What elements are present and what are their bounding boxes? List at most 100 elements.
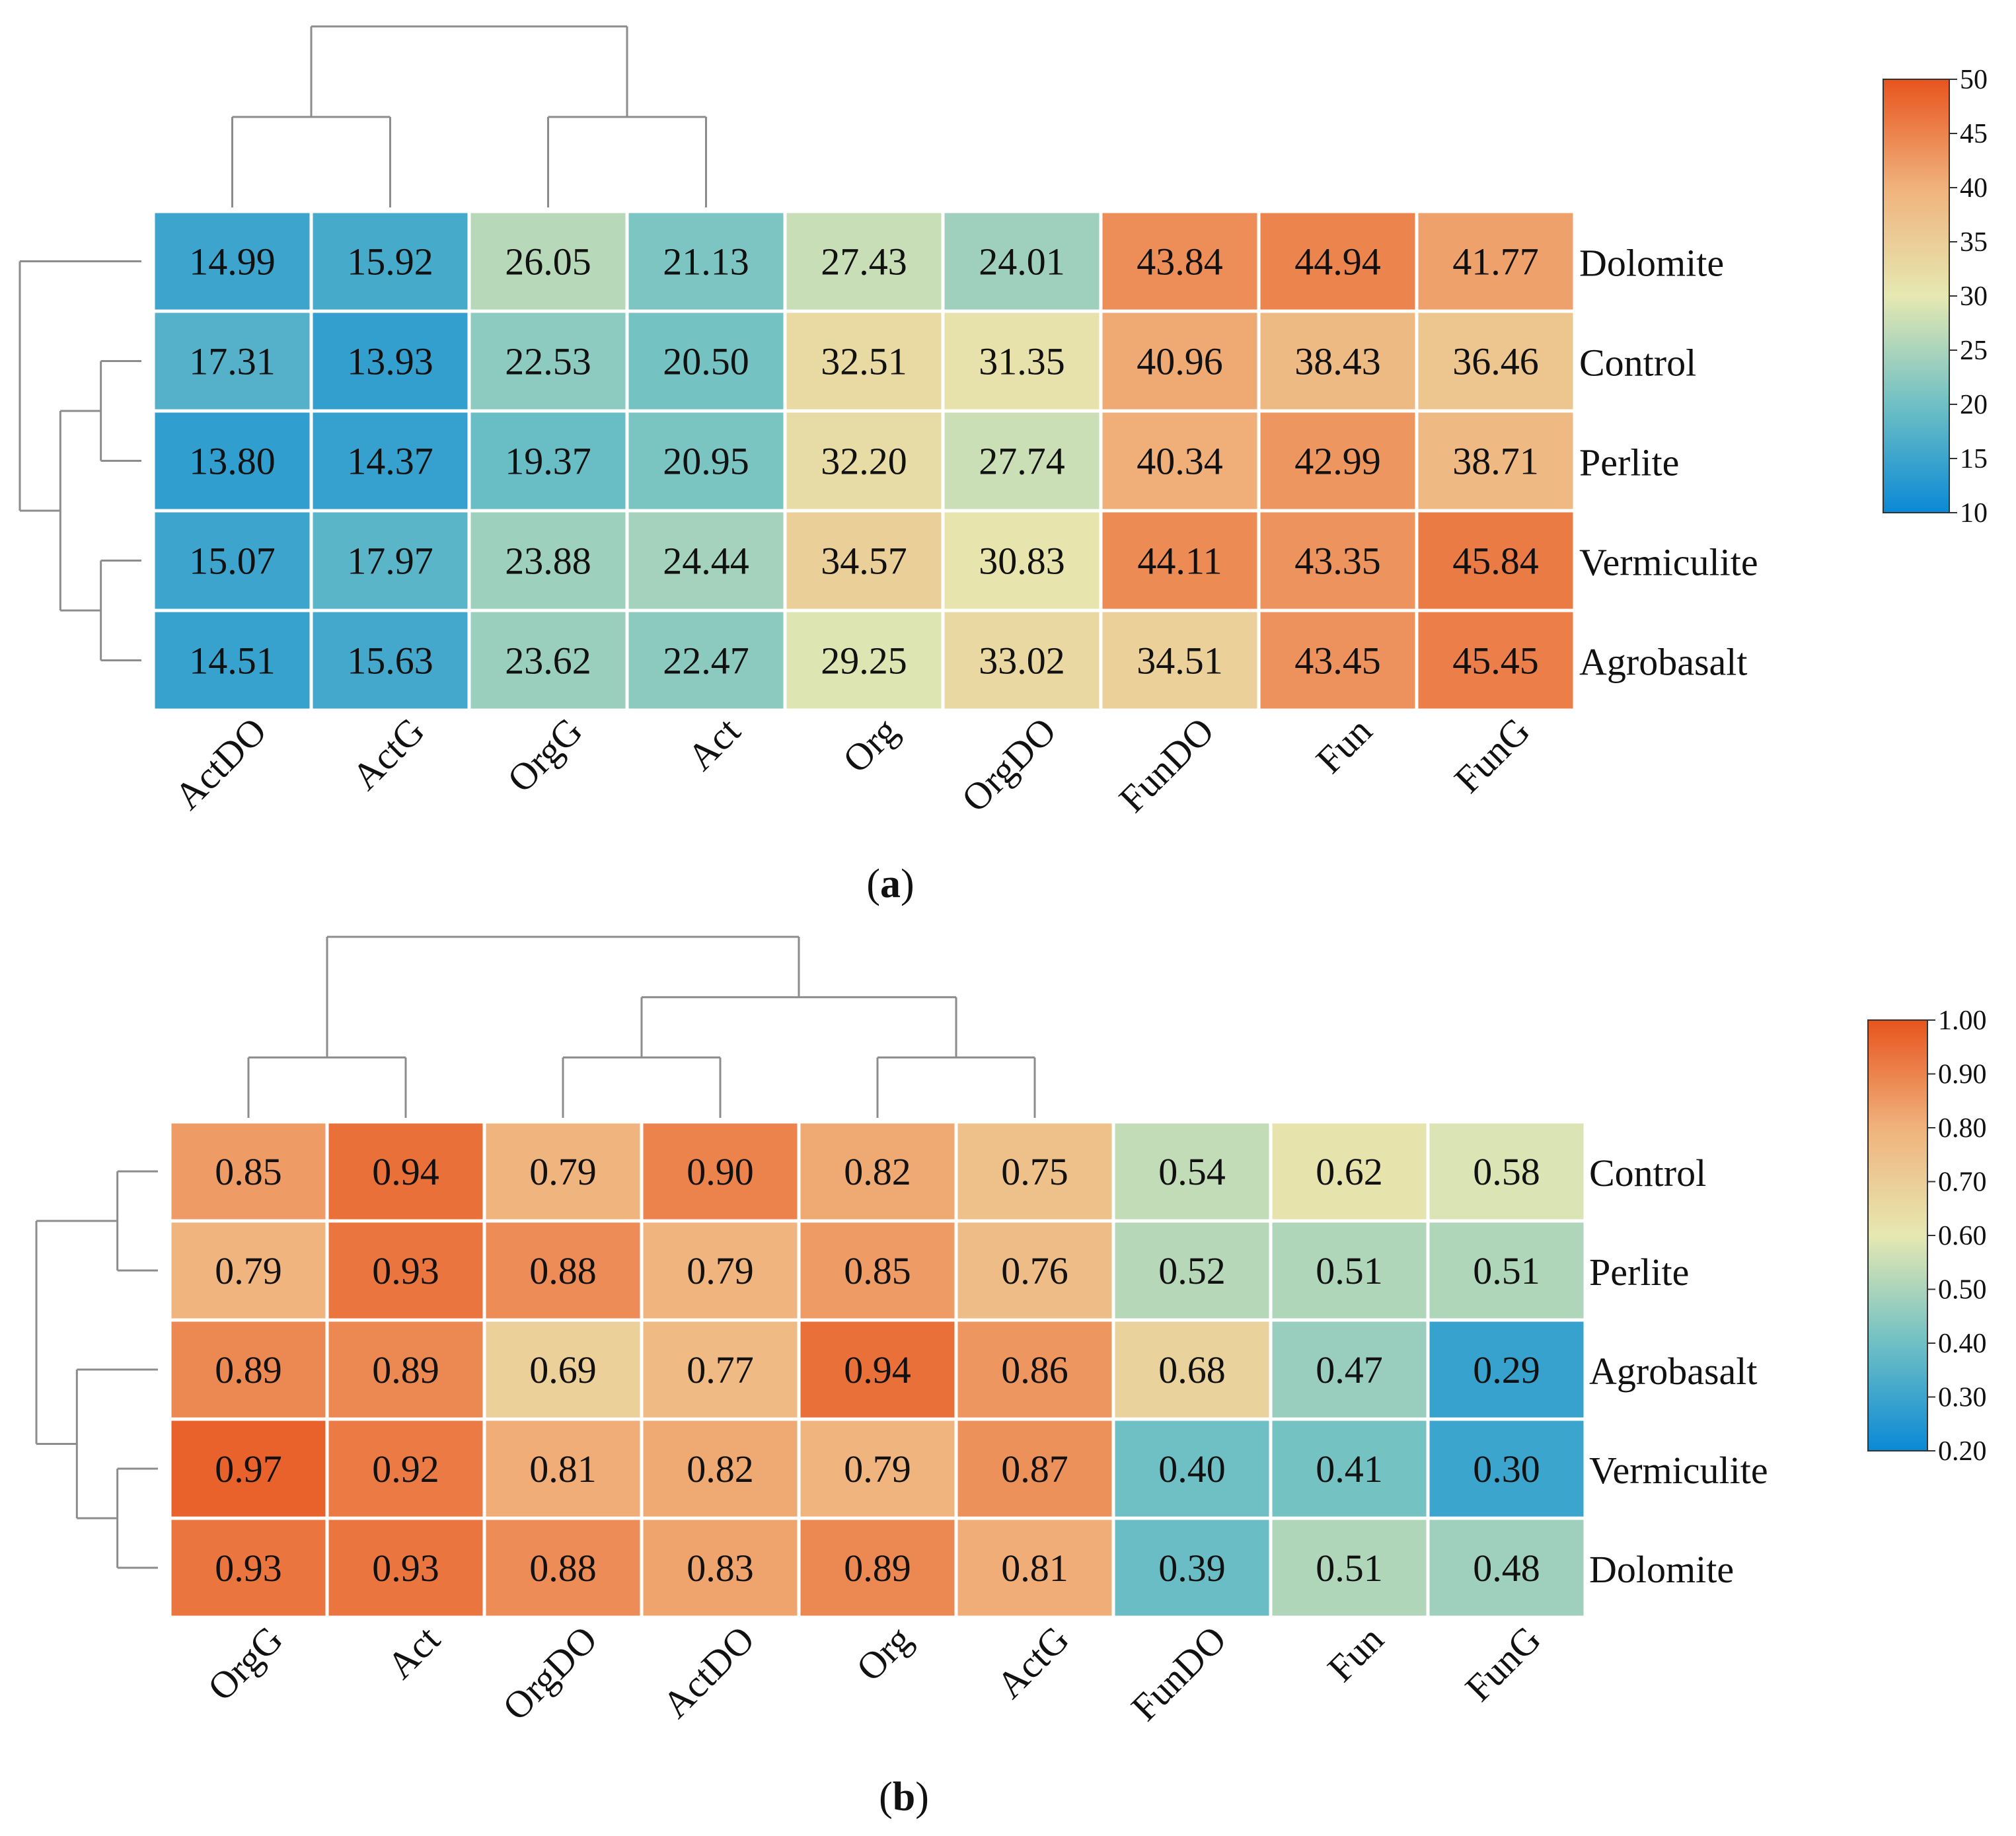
panel-b-colorbar (1867, 1019, 1928, 1451)
panel-b-cell-perlite-actdo (640, 1219, 801, 1322)
panel-a-value-label: 33.02 (979, 640, 1065, 682)
panel-a-value-label: 15.92 (347, 240, 433, 283)
panel-a-value-label: 15.07 (189, 540, 276, 583)
panel-a-col-dendrogram-branch (547, 116, 707, 207)
panel-b-value-label: 0.89 (844, 1547, 911, 1590)
panel-b-value-label: 0.79 (215, 1249, 282, 1292)
panel-a-cell-perlite-act (625, 409, 787, 513)
panel-b-value-label: 0.94 (372, 1150, 439, 1193)
panel-b-cell-control-act (325, 1120, 486, 1223)
panel-b-value-label: 0.85 (844, 1249, 911, 1292)
panel-a-cell-control-fung (1415, 309, 1577, 413)
panel-a-value-label: 44.94 (1294, 240, 1381, 283)
panel-b-col-label-orgdo: OrgDO (494, 1617, 605, 1728)
panel-a-value-label: 45.45 (1452, 640, 1539, 682)
panel-a-colorbar-tick-label: 15 (1960, 444, 1988, 474)
panel-b-value-label: 0.58 (1473, 1150, 1540, 1193)
panel-b-value-label: 0.83 (687, 1547, 754, 1590)
panel-a-cell-control-orgg (467, 309, 629, 413)
panel-a-cell-perlite-org (783, 409, 945, 513)
panel-b-cell-control-org (797, 1120, 958, 1223)
panel-a-col-dendrogram-branch (310, 25, 628, 117)
panel-a-row-label-dolomite: Dolomite (1579, 242, 1724, 285)
panel-b-cell-dolomite-act (325, 1516, 486, 1619)
panel-a-value-label: 40.96 (1137, 340, 1223, 383)
panel-b-cell-agrobasalt-org (797, 1318, 958, 1421)
panel-a-col-dendrogram-branch (231, 116, 391, 207)
panel-b-col-label-act: Act (379, 1617, 448, 1687)
panel-b-col-label-fundo: FunDO (1123, 1617, 1234, 1729)
panel-b-colorbar-tick-label: 0.60 (1938, 1221, 1987, 1251)
panel-a-caption: (a) (866, 862, 914, 906)
panel-b-cell-vermiculite-orgg (168, 1417, 329, 1520)
panel-a-row-label-vermiculite: Vermiculite (1579, 541, 1758, 584)
panel-b-cell-dolomite-orgdo (482, 1516, 644, 1619)
panel-a-value-label: 23.88 (505, 540, 591, 583)
panel-b-col-dendrogram-branch (247, 1056, 407, 1118)
panel-b-value-label: 0.93 (215, 1547, 282, 1590)
panel-b-value-label: 0.41 (1316, 1448, 1383, 1490)
panel-b-cell-agrobasalt-orgdo (482, 1318, 644, 1421)
panel-a-cell-vermiculite-act (625, 509, 787, 612)
panel-b-row-label-vermiculite: Vermiculite (1589, 1449, 1768, 1492)
panel-b-value-label: 0.81 (529, 1448, 597, 1490)
panel-b-cell-agrobasalt-fun (1269, 1318, 1430, 1421)
panel-a-value-label: 34.57 (821, 540, 907, 583)
panel-b-value-label: 0.93 (372, 1249, 439, 1292)
panel-a-value-label: 27.43 (821, 240, 907, 283)
panel-a-col-label-actdo: ActDO (166, 709, 274, 817)
panel-a-value-label: 34.51 (1137, 640, 1223, 682)
panel-a-cell-control-actdo (151, 309, 313, 413)
panel-b-col-label-actg: ActG (988, 1617, 1077, 1707)
panel-a-col-label-actg: ActG (344, 709, 433, 798)
panel-a-value-label: 19.37 (505, 440, 591, 483)
panel-a-cell-agrobasalt-org (783, 608, 945, 712)
panel-b-value-label: 0.94 (844, 1348, 911, 1391)
panel-b-cell-agrobasalt-actg (954, 1318, 1115, 1421)
panel-b-col-dendrogram-branch (876, 1056, 1036, 1118)
panel-a-col-label-act: Act (679, 709, 749, 778)
panel-b-col-dendrogram-branch (562, 1056, 722, 1118)
panel-b-value-label: 0.89 (215, 1348, 282, 1391)
panel-a-row-label-control: Control (1579, 342, 1696, 385)
panel-b-colorbar-tick-label: 0.20 (1938, 1436, 1987, 1467)
panel-a-value-label: 36.46 (1452, 340, 1539, 383)
panel-b-value-label: 0.47 (1316, 1348, 1383, 1391)
panel-b-value-label: 0.85 (215, 1150, 282, 1193)
panel-a-colorbar (1883, 79, 1950, 513)
panel-a-cell-vermiculite-fung (1415, 509, 1577, 612)
panel-a-value-label: 24.01 (979, 240, 1065, 283)
panel-a-cell-agrobasalt-actdo (151, 608, 313, 712)
panel-b-value-label: 0.40 (1158, 1448, 1226, 1490)
panel-a-value-label: 23.62 (505, 640, 591, 682)
panel-b-row-label-dolomite: Dolomite (1589, 1548, 1734, 1591)
panel-b-row-dendrogram-branch (116, 1467, 158, 1569)
panel-a-row-dendrogram-branch (100, 360, 141, 462)
panel-b-colorbar-tick-label: 0.50 (1938, 1275, 1987, 1305)
panel-a-col-label-fung: FunG (1446, 709, 1538, 801)
panel-a-colorbar-tick-label: 10 (1960, 498, 1988, 529)
panel-b-cell-control-fung (1426, 1120, 1587, 1223)
panel-b-cell-dolomite-actdo (640, 1516, 801, 1619)
panel-a-col-label-org: Org (835, 709, 907, 781)
panel-b-value-label: 0.39 (1158, 1547, 1226, 1590)
panel-b-colorbar-tick-label: 0.70 (1938, 1167, 1987, 1198)
panel-b-value-label: 0.97 (215, 1448, 282, 1490)
panel-b-value-label: 0.86 (1001, 1348, 1068, 1391)
panel-b-value-label: 0.82 (687, 1448, 754, 1490)
panel-a-value-label: 14.37 (347, 440, 433, 483)
panel-a-cell-agrobasalt-actg (309, 608, 471, 712)
panel-a-value-label: 31.35 (979, 340, 1065, 383)
panel-a-cell-perlite-fung (1415, 409, 1577, 513)
panel-a-row-dendrogram-branch (59, 410, 101, 612)
panel-b-cell-agrobasalt-orgg (168, 1318, 329, 1421)
panel-a-colorbar-tick-label: 35 (1960, 227, 1988, 258)
panel-b-cell-dolomite-fung (1426, 1516, 1587, 1619)
panel-b-colorbar-tick-label: 0.40 (1938, 1329, 1987, 1359)
panel-a-row-label-perlite: Perlite (1579, 441, 1679, 484)
panel-b-value-label: 0.51 (1473, 1249, 1540, 1292)
panel-a-col-label-fundo: FunDO (1111, 709, 1222, 821)
panel-a-cell-control-fun (1257, 309, 1419, 413)
heatmap-panel-a: 14.99 15.92 26.05 21.13 27.43 24.01 43.84 44.94… (19, 25, 1988, 906)
